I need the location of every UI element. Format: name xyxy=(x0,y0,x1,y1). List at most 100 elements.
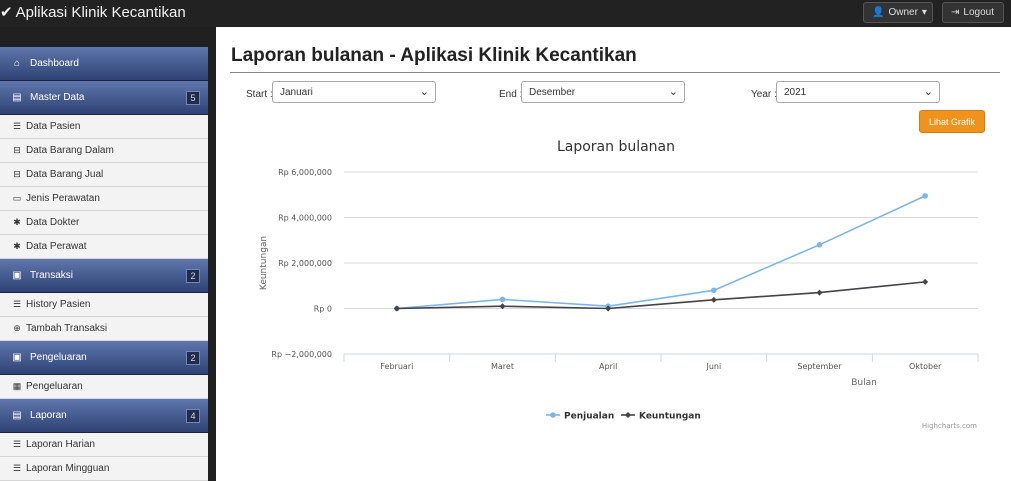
year-select[interactable]: 2021 ⌄ xyxy=(776,81,940,103)
chevron-down-icon: ⌄ xyxy=(419,86,429,98)
sidebar-item-label: Pengeluaran xyxy=(26,381,83,392)
sidebar-item-label: Data Perawat xyxy=(26,241,87,252)
asterisk-icon: ✱ xyxy=(13,217,21,227)
plus-circle-icon: ⊕ xyxy=(13,323,21,333)
data-point-marker xyxy=(816,289,823,296)
data-point-marker xyxy=(922,193,928,199)
y-tick-label: Rp −2,000,000 xyxy=(271,350,332,359)
series-line xyxy=(396,281,926,310)
data-point-marker xyxy=(711,287,717,294)
chart-title: Laporan bulanan xyxy=(557,139,675,155)
sidebar-item-laporan-harian[interactable]: ☰ Laporan Harian xyxy=(0,433,208,457)
data-point-marker xyxy=(499,296,506,303)
x-tick-label: Juni xyxy=(705,362,721,371)
hdd-icon: ⊟ xyxy=(13,145,21,155)
list-icon: ▤ xyxy=(12,410,22,421)
sidebar-item-data-dokter[interactable]: ✱ Data Dokter xyxy=(0,211,208,235)
y-tick-label: Rp 6,000,000 xyxy=(278,168,332,177)
sidebar-item-label: Data Barang Jual xyxy=(26,169,104,180)
end-month-value: Desember xyxy=(529,86,576,98)
logout-label: Logout xyxy=(963,7,994,18)
list-icon: ☰ xyxy=(12,121,22,131)
sidebar-item-dashboard[interactable]: ⌂ Dashboard xyxy=(0,47,208,81)
app-brand[interactable]: ✔ Aplikasi Klinik Kecantikan xyxy=(0,3,186,22)
sidebar: ⌂ Dashboard ▤ Master Data 5 ☰ Data Pasien… xyxy=(0,27,216,481)
sidebar-item-laporan-mingguan[interactable]: ☰ Laporan Mingguan xyxy=(0,457,208,481)
data-point-marker xyxy=(922,278,929,285)
list-icon: ▤ xyxy=(12,92,22,103)
top-navbar: ✔ Aplikasi Klinik Kecantikan 👤 Owner ▾ ⇥… xyxy=(0,0,1011,27)
y-tick-label: Rp 0 xyxy=(314,305,332,314)
list-icon: ☰ xyxy=(12,299,22,309)
chevron-down-icon: ⌄ xyxy=(668,86,678,98)
sidebar-item-history-pasien[interactable]: ☰ History Pasien xyxy=(0,293,208,317)
sidebar-item-data-pasien[interactable]: ☰ Data Pasien xyxy=(0,115,208,139)
count-badge: 4 xyxy=(186,409,200,423)
grid-icon: ▦ xyxy=(12,381,22,391)
sidebar-section-master-data[interactable]: ▤ Master Data 5 xyxy=(0,81,208,115)
home-icon: ⌂ xyxy=(13,58,21,69)
end-month-select[interactable]: Desember ⌄ xyxy=(521,81,685,103)
page-title: Laporan bulanan - Aplikasi Klinik Kecant… xyxy=(231,45,637,66)
sidebar-item-jenis-perawatan[interactable]: ▭ Jenis Perawatan xyxy=(0,187,208,211)
sidebar-section-laporan[interactable]: ▤ Laporan 4 xyxy=(0,399,208,433)
y-tick-label: Rp 2,000,000 xyxy=(278,259,332,268)
sidebar-item-label: Jenis Perawatan xyxy=(26,193,100,204)
x-tick-label: April xyxy=(599,362,617,371)
list-icon: ☰ xyxy=(12,463,22,473)
sidebar-section-pengeluaran[interactable]: ▣ Pengeluaran 2 xyxy=(0,341,208,375)
x-tick-label: Maret xyxy=(491,362,514,371)
credit-card-icon: ▭ xyxy=(12,193,22,203)
sidebar-item-label: Data Pasien xyxy=(26,121,81,132)
sidebar-item-label: History Pasien xyxy=(26,299,91,310)
owner-label: Owner xyxy=(888,7,918,18)
sidebar-section-label: Transaksi xyxy=(30,270,73,281)
hdd-icon: ⊟ xyxy=(13,169,21,179)
app-title: Aplikasi Klinik Kecantikan xyxy=(15,3,186,21)
briefcase-icon: ▣ xyxy=(12,270,22,281)
view-chart-button[interactable]: Lihat Grafik xyxy=(919,110,985,133)
checkmark-icon: ✔ xyxy=(0,4,13,21)
start-month-value: Januari xyxy=(280,86,313,98)
count-badge: 2 xyxy=(186,269,200,283)
sidebar-item-label: Laporan Harian xyxy=(26,439,95,450)
x-tick-label: September xyxy=(797,362,842,371)
sidebar-section-label: Master Data xyxy=(30,92,85,103)
data-point-marker xyxy=(393,305,400,312)
logout-icon: ⇥ xyxy=(951,7,960,18)
sidebar-item-label: Laporan Mingguan xyxy=(26,463,110,474)
start-month-select[interactable]: Januari ⌄ xyxy=(272,81,436,103)
chevron-down-icon: ⌄ xyxy=(923,86,933,98)
end-label: End : xyxy=(499,89,523,100)
year-value: 2021 xyxy=(784,86,807,98)
data-point-marker xyxy=(499,303,506,310)
asterisk-icon: ✱ xyxy=(13,241,21,251)
legend-label: Penjualan xyxy=(564,412,614,422)
briefcase-icon: ▣ xyxy=(12,352,22,363)
main-content: Laporan bulanan - Aplikasi Klinik Kecant… xyxy=(216,27,1011,481)
owner-dropdown-button[interactable]: 👤 Owner ▾ xyxy=(863,2,933,23)
data-point-marker xyxy=(816,242,823,248)
caret-down-icon: ▾ xyxy=(921,7,927,18)
data-point-marker xyxy=(710,296,717,303)
list-icon: ☰ xyxy=(12,439,22,449)
user-icon: 👤 xyxy=(872,7,885,18)
x-axis-title: Bulan xyxy=(851,378,877,388)
sidebar-item-pengeluaran[interactable]: ▦ Pengeluaran xyxy=(0,375,208,399)
sidebar-item-data-barang-dalam[interactable]: ⊟ Data Barang Dalam xyxy=(0,139,208,163)
y-axis-title: Keuntungan xyxy=(259,236,269,290)
series-line xyxy=(396,195,926,310)
sidebar-item-tambah-transaksi[interactable]: ⊕ Tambah Transaksi xyxy=(0,317,208,341)
sidebar-item-label: Data Dokter xyxy=(26,217,80,228)
logout-button[interactable]: ⇥ Logout xyxy=(942,2,1004,23)
start-label: Start : xyxy=(246,89,273,100)
line-chart: Laporan bulanan Rp 6,000,000 Rp 4,000,000… xyxy=(259,139,979,430)
legend-label: Keuntungan xyxy=(639,412,701,422)
sidebar-item-data-perawat[interactable]: ✱ Data Perawat xyxy=(0,235,208,259)
sidebar-item-data-barang-jual[interactable]: ⊟ Data Barang Jual xyxy=(0,163,208,187)
count-badge: 5 xyxy=(186,91,200,105)
sidebar-item-label: Data Barang Dalam xyxy=(26,145,114,156)
sidebar-section-transaksi[interactable]: ▣ Transaksi 2 xyxy=(0,259,208,293)
legend-marker xyxy=(625,412,631,418)
sidebar-section-label: Pengeluaran xyxy=(30,352,87,363)
